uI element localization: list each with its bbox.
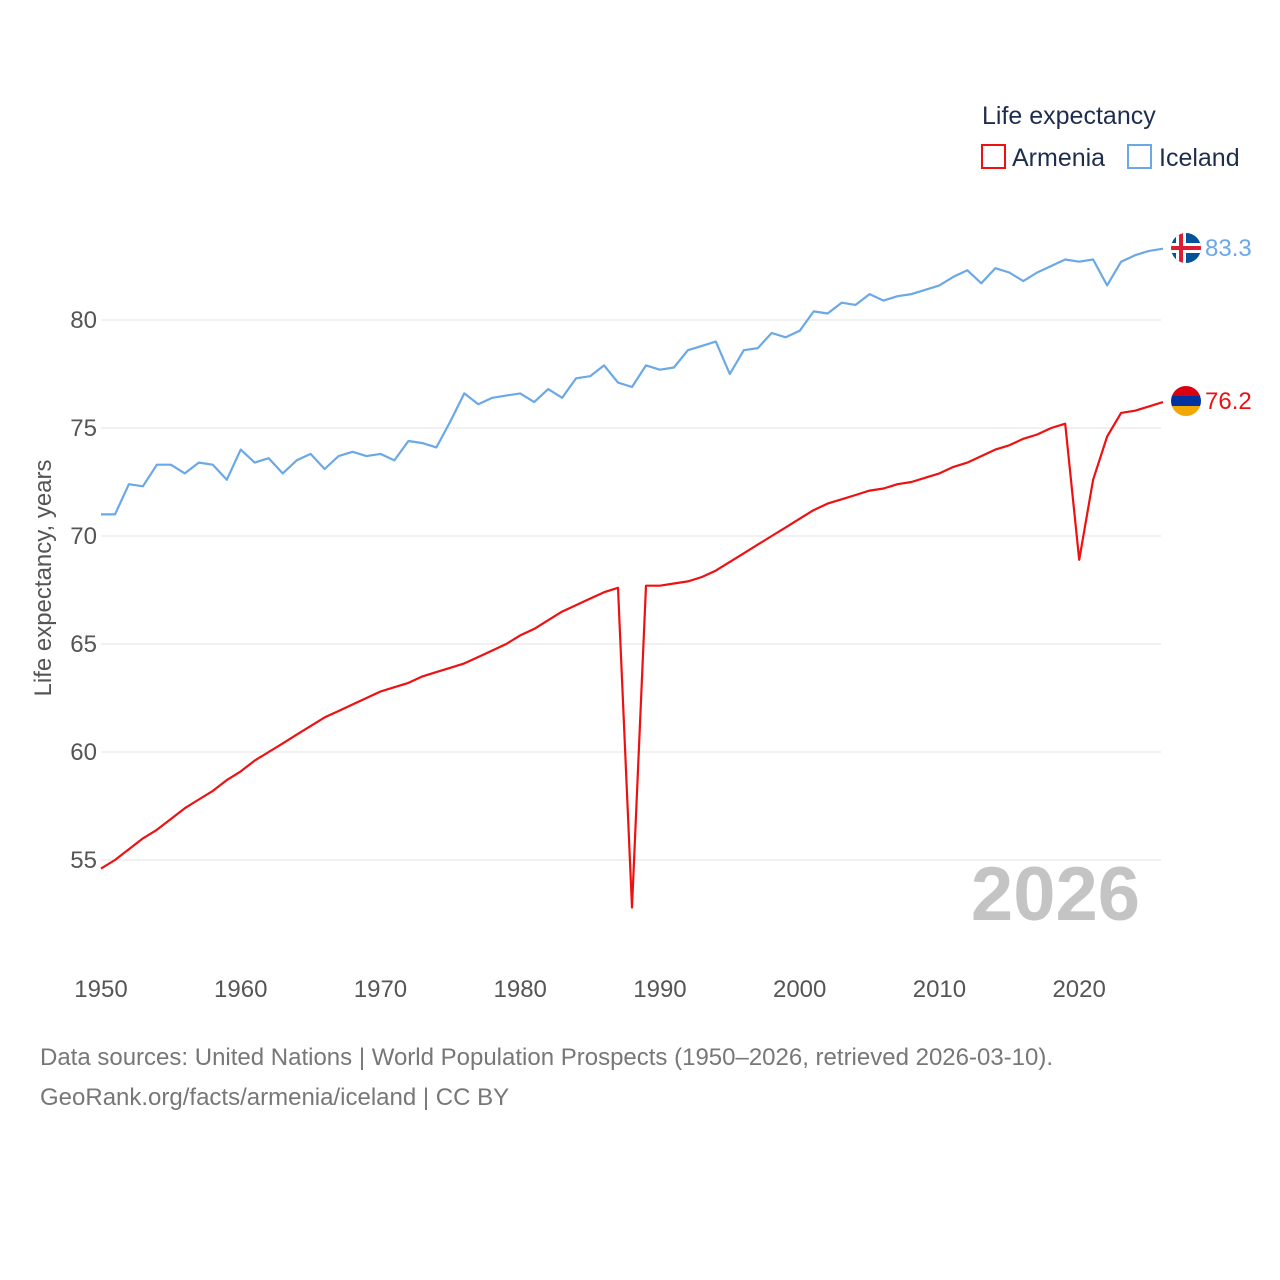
footer-sources: Data sources: United Nations | World Pop…: [40, 1044, 1054, 1071]
x-tick-label: 1980: [494, 976, 547, 1003]
legend-swatch-iceland: [1127, 144, 1152, 169]
legend-label-iceland: Iceland: [1159, 144, 1240, 172]
y-tick-label: 65: [70, 631, 97, 658]
series-line-armenia[interactable]: [100, 401, 1164, 909]
y-tick-label: 60: [70, 739, 97, 766]
legend: Life expectancy Armenia Iceland: [981, 102, 1240, 172]
x-tick-label: 1960: [214, 976, 267, 1003]
x-tick-label: 1950: [74, 976, 127, 1003]
x-tick-label: 2020: [1052, 976, 1105, 1003]
year-watermark: 2026: [971, 852, 1140, 937]
x-tick-label: 1970: [354, 976, 407, 1003]
legend-item-iceland[interactable]: Iceland: [1127, 144, 1240, 172]
y-axis-ticks: 55 60 65 70 75 80: [70, 307, 97, 874]
iceland-flag-icon: [1171, 233, 1201, 263]
x-axis-ticks: 1950 1960 1970 1980 1990 2000 2010 2020: [74, 976, 1106, 1003]
legend-swatch-armenia: [981, 144, 1006, 169]
footer-credit[interactable]: GeoRank.org/facts/armenia/iceland | CC B…: [40, 1084, 510, 1111]
gridlines: [101, 319, 1161, 861]
y-tick-label: 75: [70, 415, 97, 442]
y-axis-label: Life expectancy, years: [30, 459, 57, 696]
y-tick-label: 55: [70, 847, 97, 874]
end-label-armenia: 76.2: [1205, 388, 1252, 415]
armenia-flag-icon: [1171, 386, 1201, 416]
life-expectancy-chart: Life expectancy Armenia Iceland 55 60 65 70…: [30, 102, 1252, 1003]
series-line-iceland[interactable]: [101, 247, 1164, 516]
legend-title: Life expectancy: [982, 102, 1156, 130]
end-label-iceland: 83.3: [1205, 235, 1252, 262]
y-tick-label: 80: [70, 307, 97, 334]
legend-item-armenia[interactable]: Armenia: [981, 144, 1105, 172]
legend-label-armenia: Armenia: [1012, 144, 1105, 172]
y-tick-label: 70: [70, 523, 97, 550]
x-tick-label: 1990: [633, 976, 686, 1003]
x-tick-label: 2000: [773, 976, 826, 1003]
series-lines: [100, 247, 1164, 909]
x-tick-label: 2010: [913, 976, 966, 1003]
